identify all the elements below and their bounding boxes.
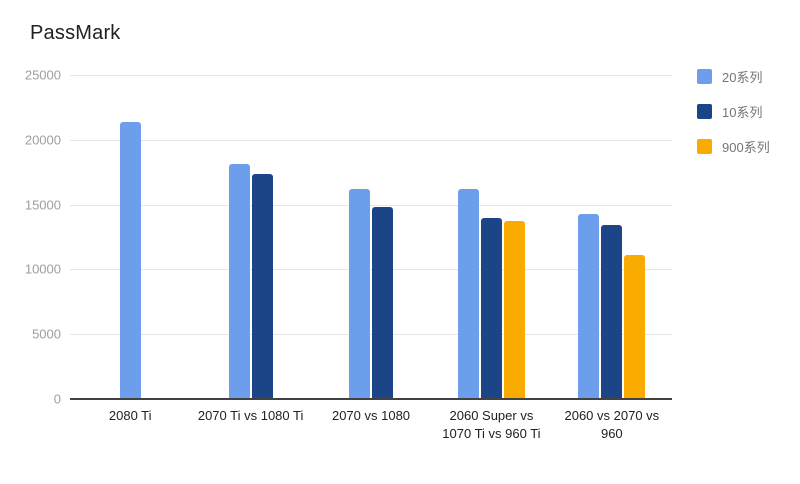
legend-swatch — [697, 139, 712, 154]
x-axis-label: 2080 Ti — [108, 408, 152, 423]
legend-item-0: 20系列 — [697, 67, 770, 86]
y-tick-label: 25000 — [24, 67, 61, 83]
y-tick-label: 0 — [53, 391, 61, 407]
y-tick-label: 5000 — [32, 326, 61, 342]
bar-series0-cat3[interactable] — [457, 189, 479, 399]
bar-group — [311, 75, 431, 399]
x-axis-line — [70, 398, 672, 400]
bar-series2-cat3[interactable] — [503, 221, 525, 399]
bar-series0-cat0[interactable] — [119, 121, 141, 399]
bar-series0-cat1[interactable] — [228, 164, 250, 399]
grid-line — [70, 269, 672, 271]
bar-series2-cat4[interactable] — [624, 255, 646, 399]
chart-title: PassMark — [30, 22, 121, 44]
bar-series0-cat2[interactable] — [349, 189, 371, 399]
bar-group — [70, 75, 190, 399]
legend-label: 900系列 — [722, 140, 770, 155]
bar-series1-cat3[interactable] — [480, 217, 502, 399]
grid-line — [70, 75, 672, 76]
legend-item-2: 900系列 — [697, 137, 770, 156]
chart-legend: 20系列 10系列 900系列 — [697, 67, 770, 172]
x-axis-labels: 2080 Ti 2070 Ti vs 1080 Ti 2070 vs 1080 206… — [70, 407, 672, 443]
y-tick-label: 20000 — [24, 132, 61, 148]
grid-line — [70, 204, 672, 206]
legend-swatch — [697, 69, 712, 84]
legend-item-1: 10系列 — [697, 102, 770, 121]
y-tick-label: 15000 — [24, 197, 61, 213]
legend-swatch — [697, 104, 712, 119]
x-axis-label: 2060 Super vs 1070 Ti vs 960 Ti — [442, 408, 541, 442]
legend-label: 20系列 — [722, 70, 763, 85]
bar-series1-cat1[interactable] — [251, 173, 273, 399]
bar-series1-cat4[interactable] — [601, 225, 623, 399]
bar-group — [552, 75, 672, 399]
legend-label: 10系列 — [722, 105, 763, 120]
bar-group — [431, 75, 551, 399]
grid-line — [70, 139, 672, 141]
bar-series1-cat2[interactable] — [372, 207, 394, 399]
x-axis-label: 2070 Ti vs 1080 Ti — [197, 408, 304, 423]
bar-groups — [70, 75, 672, 399]
x-axis-label: 2060 vs 2070 vs 960 — [564, 408, 660, 442]
bar-group — [190, 75, 310, 399]
grid-line — [70, 334, 672, 336]
x-axis-label: 2070 vs 1080 — [331, 408, 411, 423]
plot-area: 0 5000 10000 15000 20000 25000 — [25, 68, 672, 407]
y-tick-label: 10000 — [24, 261, 61, 277]
bar-series0-cat4[interactable] — [578, 213, 600, 399]
